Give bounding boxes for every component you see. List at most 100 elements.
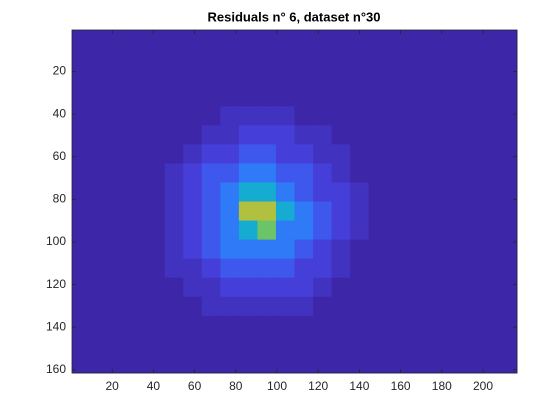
heatmap-cell <box>313 30 332 50</box>
heatmap-cell <box>387 87 407 107</box>
heatmap-cell <box>294 296 314 317</box>
heatmap-cell <box>183 201 203 221</box>
heatmap-cell <box>294 277 314 298</box>
heatmap-cell <box>498 220 518 241</box>
heatmap-cell <box>498 49 518 69</box>
heatmap-cell <box>238 125 258 145</box>
heatmap-cell <box>424 49 444 69</box>
heatmap-cell <box>257 334 277 355</box>
heatmap-cell <box>72 353 91 374</box>
heatmap-cell <box>498 182 518 202</box>
heatmap-cell <box>109 125 129 145</box>
heatmap-cell <box>127 258 147 279</box>
heatmap-cell <box>275 239 295 260</box>
heatmap-cell <box>479 125 499 145</box>
heatmap-cell <box>275 296 295 317</box>
heatmap-cell <box>368 201 388 221</box>
heatmap-cell <box>146 68 166 88</box>
heatmap-cell <box>313 163 332 183</box>
heatmap-cell <box>72 68 91 88</box>
heatmap-cell <box>461 30 481 50</box>
heatmap-cell <box>313 315 332 336</box>
heatmap-cell <box>350 315 370 336</box>
heatmap-cell <box>146 334 166 355</box>
heatmap-cell <box>146 87 166 107</box>
heatmap-cell <box>442 144 462 164</box>
heatmap-cell <box>368 182 388 202</box>
heatmap-cell <box>498 296 518 317</box>
heatmap-cell <box>331 49 351 69</box>
heatmap-cell <box>201 220 221 241</box>
heatmap-cell <box>72 239 91 260</box>
heatmap-cell <box>498 30 518 50</box>
heatmap-cell <box>368 334 388 355</box>
heatmap-cell <box>442 201 462 221</box>
heatmap-cell <box>275 144 295 164</box>
heatmap-cell <box>146 220 166 241</box>
heatmap-cell <box>183 49 203 69</box>
heatmap-cell <box>368 258 388 279</box>
heatmap-cell <box>257 182 277 202</box>
heatmap-cell <box>331 30 351 50</box>
heatmap-cell <box>146 106 166 126</box>
heatmap-cell <box>479 106 499 126</box>
x-tick-label: 60 <box>188 379 202 393</box>
heatmap-cell <box>294 163 314 183</box>
heatmap <box>72 30 518 374</box>
heatmap-cell <box>498 334 518 355</box>
heatmap-cell <box>331 296 351 317</box>
heatmap-cell <box>424 68 444 88</box>
heatmap-cell <box>461 87 481 107</box>
heatmap-cell <box>183 106 203 126</box>
heatmap-cell <box>109 296 129 317</box>
heatmap-cell <box>220 296 240 317</box>
heatmap-cell <box>164 334 184 355</box>
heatmap-cell <box>498 163 518 183</box>
heatmap-cell <box>146 201 166 221</box>
heatmap-cell <box>331 87 351 107</box>
heatmap-cell <box>498 106 518 126</box>
heatmap-cell <box>442 87 462 107</box>
heatmap-cell <box>313 182 332 202</box>
heatmap-cell <box>220 201 240 221</box>
heatmap-cell <box>183 334 203 355</box>
heatmap-cell <box>350 201 370 221</box>
heatmap-cell <box>498 201 518 221</box>
heatmap-cell <box>146 296 166 317</box>
heatmap-cell <box>424 201 444 221</box>
heatmap-cell <box>146 239 166 260</box>
heatmap-cell <box>405 334 425 355</box>
heatmap-cell <box>424 296 444 317</box>
x-tick-label: 20 <box>105 379 119 393</box>
heatmap-cell <box>405 30 425 50</box>
y-tick-label: 100 <box>46 234 66 248</box>
heatmap-cell <box>72 87 91 107</box>
heatmap-cell <box>405 49 425 69</box>
heatmap-cell <box>109 315 129 336</box>
heatmap-cell <box>442 163 462 183</box>
heatmap-cell <box>72 296 91 317</box>
heatmap-cell <box>368 277 388 298</box>
heatmap-cell <box>109 30 129 50</box>
heatmap-cell <box>238 30 258 50</box>
heatmap-cell <box>442 296 462 317</box>
x-tick-label: 40 <box>147 379 161 393</box>
heatmap-cell <box>387 201 407 221</box>
heatmap-cell <box>442 334 462 355</box>
heatmap-cell <box>201 201 221 221</box>
heatmap-cell <box>164 296 184 317</box>
heatmap-cell <box>201 315 221 336</box>
heatmap-cell <box>350 277 370 298</box>
heatmap-cell <box>220 258 240 279</box>
heatmap-cell <box>109 201 129 221</box>
heatmap-cell <box>461 125 481 145</box>
heatmap-cell <box>313 334 332 355</box>
heatmap-cell <box>479 144 499 164</box>
heatmap-cell <box>313 296 332 317</box>
heatmap-cell <box>424 144 444 164</box>
heatmap-cell <box>294 315 314 336</box>
heatmap-cell <box>146 49 166 69</box>
heatmap-cell <box>257 163 277 183</box>
heatmap-cell <box>442 106 462 126</box>
heatmap-cell <box>350 49 370 69</box>
